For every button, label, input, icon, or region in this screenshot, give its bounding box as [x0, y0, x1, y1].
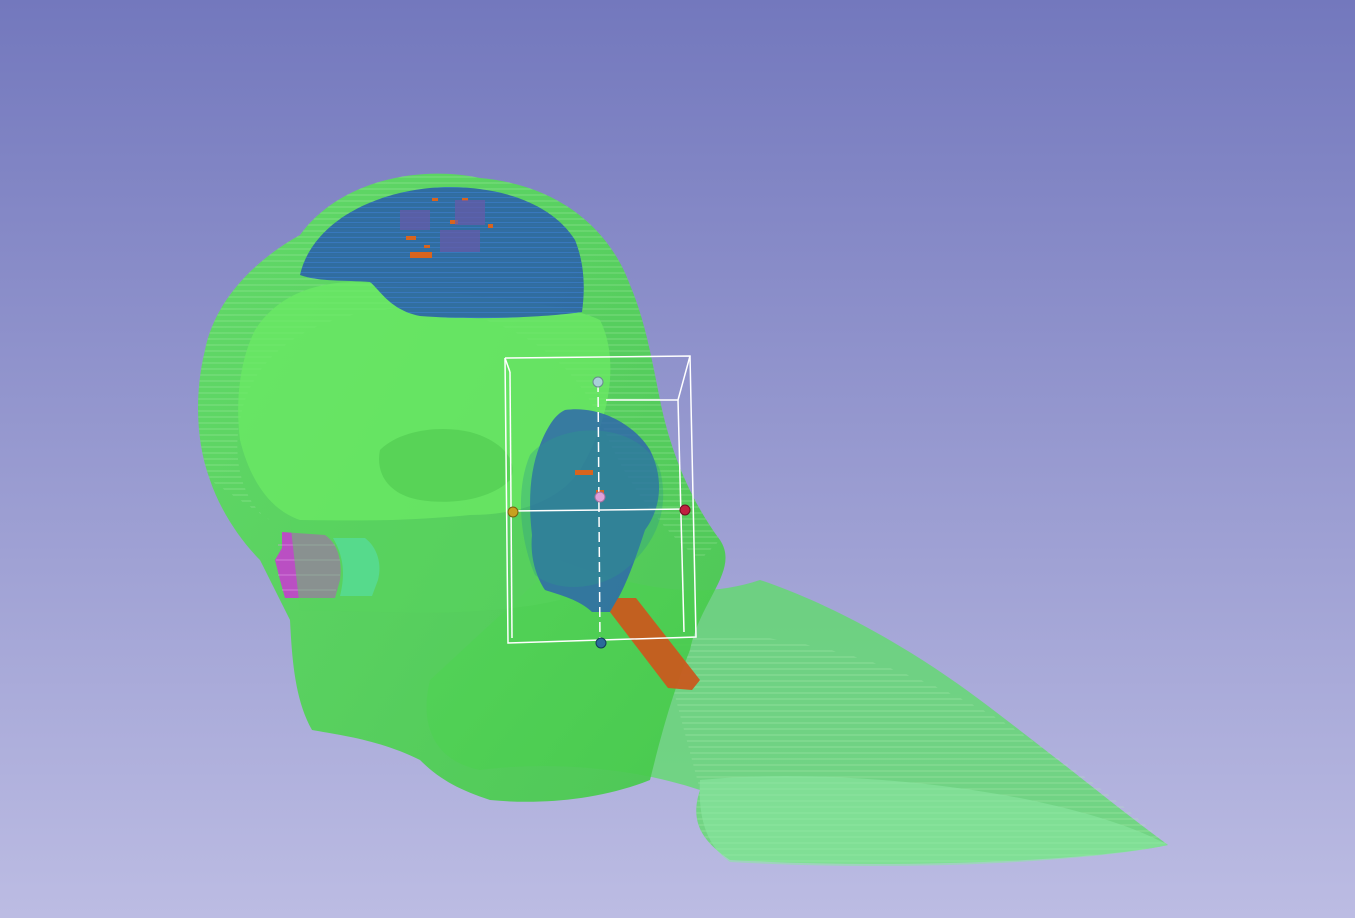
roi-handle-center[interactable] [594, 491, 606, 503]
roi-handle-bottom[interactable] [595, 637, 607, 649]
vessel-segment[interactable] [610, 598, 700, 690]
jaw-band [290, 520, 560, 613]
skull-texture [379, 429, 513, 502]
roi-handle-right[interactable] [679, 504, 691, 516]
skull-surface [238, 282, 611, 521]
brain-slices [300, 187, 584, 319]
brain-purple-patches [400, 200, 485, 252]
tumor-halo [520, 430, 664, 587]
roi-box[interactable] [504, 355, 697, 644]
roi-handle-top[interactable] [592, 376, 604, 388]
neck-lower-band [699, 776, 1168, 866]
brain-lesions [406, 198, 493, 258]
roi-handle-left[interactable] [507, 506, 519, 518]
